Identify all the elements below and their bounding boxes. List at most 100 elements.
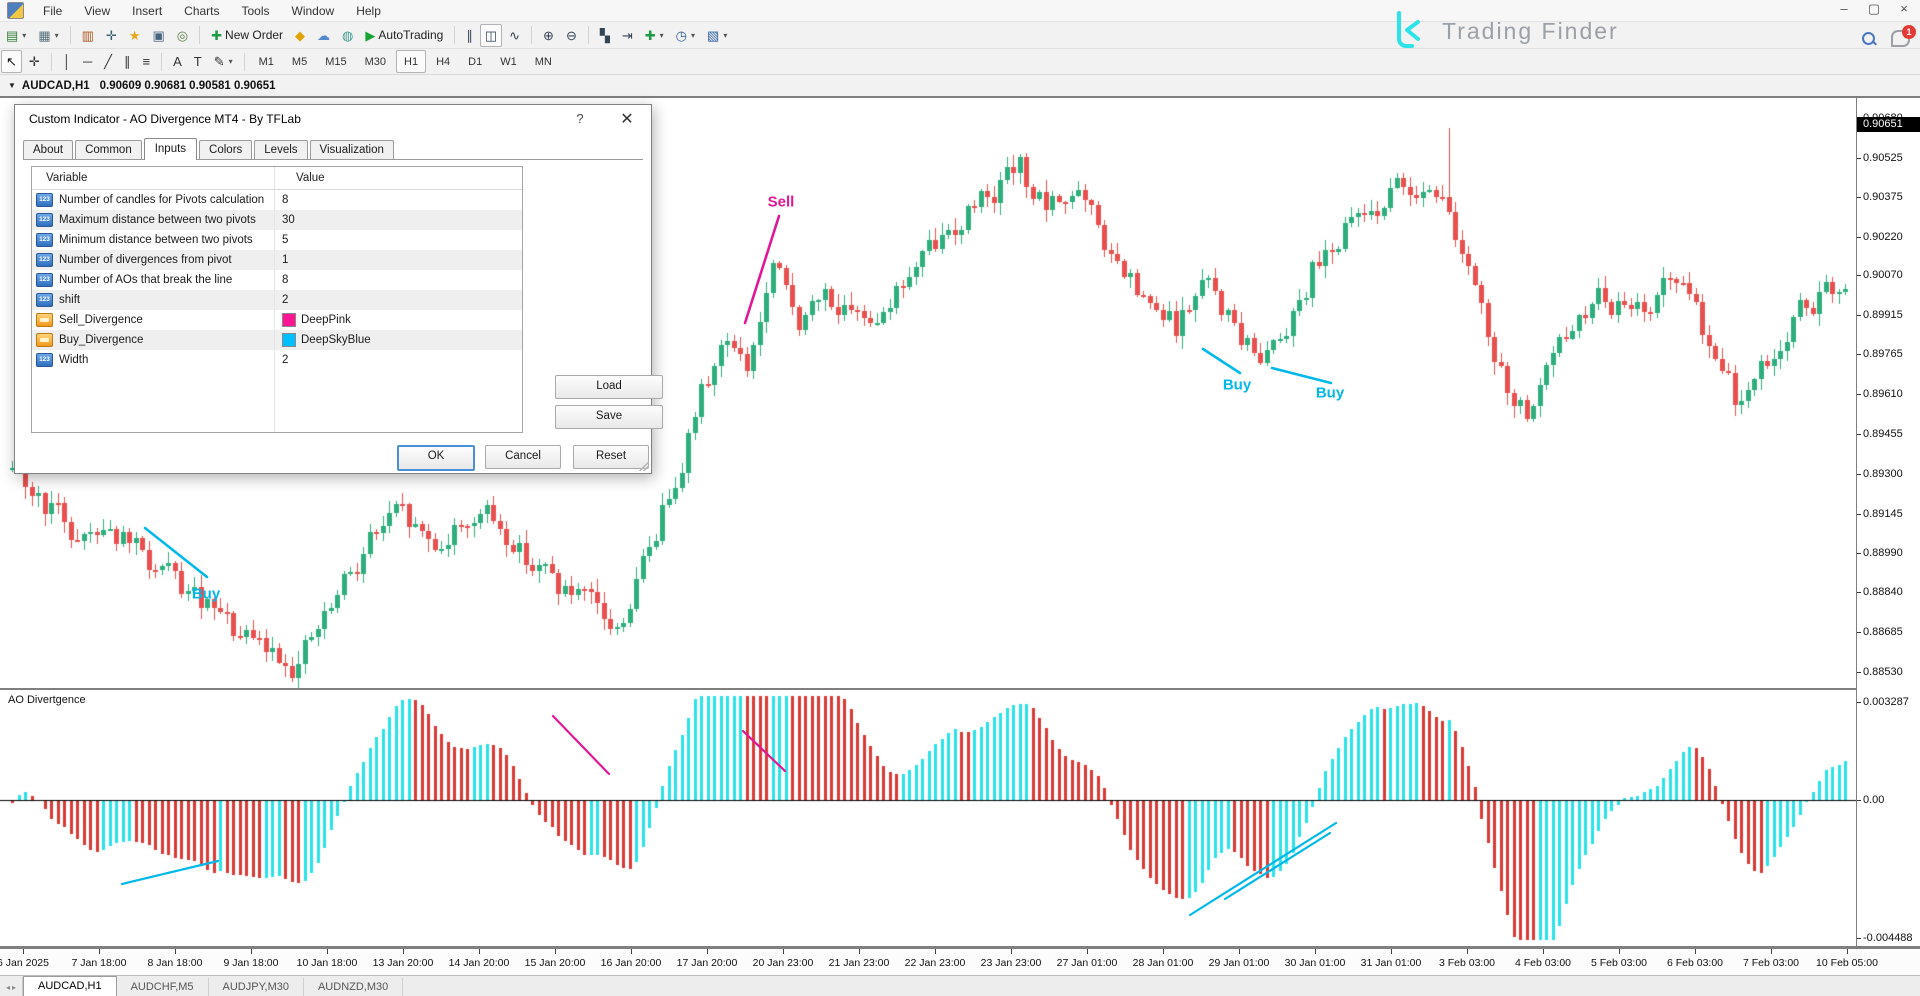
chart-shift-button[interactable]: ⇥	[617, 24, 638, 47]
minimize-button[interactable]: –	[1840, 1, 1848, 16]
timeframe-m30[interactable]: M30	[364, 55, 386, 68]
mql5-community-button[interactable]: ☁	[312, 24, 335, 47]
dropdown-caret-icon[interactable]: ▾	[691, 30, 696, 40]
candlestick-chart-button[interactable]: ◫	[479, 23, 503, 47]
navigator-button[interactable]: ★	[124, 24, 146, 47]
market-watch-button[interactable]: ▥	[77, 24, 99, 47]
dialog-tab-common[interactable]: Common	[75, 140, 142, 159]
variable-value[interactable]: 2	[282, 354, 289, 366]
reset-button[interactable]: Reset	[573, 445, 649, 469]
dialog-tab-colors[interactable]: Colors	[199, 140, 253, 159]
terminal-button[interactable]: ▣	[147, 24, 169, 47]
crosshair-button[interactable]: ✛	[24, 50, 45, 73]
variable-value[interactable]: 30	[282, 214, 295, 226]
fibonacci-button[interactable]: ≡	[137, 50, 155, 73]
autotrading-button[interactable]: ▶ AutoTrading	[360, 24, 448, 47]
variable-value[interactable]: 1	[282, 254, 289, 266]
chat-icon[interactable]: 1	[1891, 25, 1916, 47]
ok-button[interactable]: OK	[397, 445, 475, 471]
pane-separator[interactable]	[0, 688, 1920, 690]
zoom-in-button[interactable]: ⊕	[538, 24, 559, 47]
periods-button[interactable]: ◷ ▾	[671, 24, 700, 47]
table-row[interactable]: 123 Number of candles for Pivots calculat…	[32, 190, 522, 210]
table-row[interactable]: Buy_Divergence DeepSkyBlue	[32, 330, 522, 350]
variable-value[interactable]: 8	[282, 194, 289, 206]
tile-windows-button[interactable]: ▚	[595, 24, 615, 47]
data-window-button[interactable]: ✛	[101, 24, 122, 47]
timeframe-mn[interactable]: MN	[534, 55, 552, 68]
dialog-tab-levels[interactable]: Levels	[254, 140, 308, 159]
templates-button[interactable]: ▧ ▾	[702, 24, 732, 47]
dialog-tab-about[interactable]: About	[23, 140, 74, 159]
dialog-tab-inputs[interactable]: Inputs	[143, 138, 198, 160]
horizontal-line-button[interactable]: ─	[78, 50, 97, 73]
menu-window[interactable]: Window	[291, 3, 335, 18]
save-button[interactable]: Save	[555, 405, 663, 429]
dropdown-caret-icon[interactable]: ▾	[659, 30, 664, 40]
table-row[interactable]: 123 Width 2	[32, 350, 522, 370]
table-row[interactable]: 123 Maximum distance between two pivots 30	[32, 210, 522, 230]
menu-tools[interactable]: Tools	[241, 3, 270, 18]
equidistant-channel-button[interactable]: ∥	[119, 50, 136, 73]
text-button[interactable]: A	[168, 50, 187, 73]
chart-tab-audchf-m5[interactable]: AUDCHF,M5	[117, 978, 209, 996]
timeframe-m5[interactable]: M5	[291, 55, 308, 68]
menu-insert[interactable]: Insert	[132, 3, 163, 18]
profiles-button[interactable]: ▦ ▾	[33, 24, 63, 47]
arrows-button[interactable]: ✎ ▾	[209, 50, 238, 73]
new-order-button[interactable]: ✚ New Order	[206, 24, 288, 47]
strategy-tester-button[interactable]: ◎	[172, 24, 193, 47]
metaeditor-button[interactable]: ◆	[290, 24, 310, 47]
dialog-close-icon[interactable]: ✕	[620, 111, 634, 128]
chart-tab-audcad-h1[interactable]: AUDCAD,H1	[23, 976, 117, 996]
timeframe-h4[interactable]: H4	[436, 55, 451, 68]
menu-charts[interactable]: Charts	[184, 3, 220, 18]
variable-value[interactable]: 8	[282, 274, 289, 286]
dropdown-caret-icon[interactable]: ▾	[228, 57, 233, 66]
ao-indicator-pane[interactable]	[0, 690, 1856, 946]
dropdown-caret-icon[interactable]: ▾	[723, 30, 728, 40]
close-button[interactable]: ×	[1900, 1, 1908, 16]
menu-help[interactable]: Help	[356, 3, 381, 18]
line-chart-button[interactable]: ∿	[504, 24, 525, 47]
bar-chart-button[interactable]: ∥	[461, 24, 478, 47]
symbol-dropdown-icon[interactable]: ▼	[8, 81, 16, 90]
trendline-button[interactable]: ╱	[99, 50, 117, 73]
dialog-help-button[interactable]: ?	[576, 111, 584, 126]
table-row[interactable]: Sell_Divergence DeepPink	[32, 310, 522, 330]
timeframe-m1[interactable]: M1	[258, 55, 274, 68]
dialog-resize-grip[interactable]	[639, 461, 649, 471]
timeframe-d1[interactable]: D1	[468, 55, 483, 68]
table-row[interactable]: 123 Minimum distance between two pivots 5	[32, 230, 522, 250]
zoom-out-button[interactable]: ⊖	[561, 24, 582, 47]
price-axis[interactable]: 0.906800.905250.903750.902200.900700.899…	[1856, 98, 1920, 946]
timeframe-w1[interactable]: W1	[500, 55, 517, 68]
menu-view[interactable]: View	[84, 3, 111, 18]
menu-file[interactable]: File	[43, 3, 63, 18]
new-chart-button[interactable]: ▤ ▾	[1, 24, 31, 47]
variable-value[interactable]: DeepSkyBlue	[301, 334, 371, 346]
restore-button[interactable]: ▢	[1867, 1, 1881, 16]
ao-histogram-canvas[interactable]	[0, 690, 1856, 946]
timeframe-m15[interactable]: M15	[325, 55, 347, 68]
time-axis[interactable]: 6 Jan 2025 7 Jan 18:00 8 Jan 18:00 9 Jan 18…	[0, 948, 1920, 975]
table-row[interactable]: 123 shift 2	[32, 290, 522, 310]
tab-scroll-buttons[interactable]: ◂ ▸	[0, 977, 23, 996]
cursor-button[interactable]: ↖	[1, 50, 22, 73]
cancel-button[interactable]: Cancel	[485, 445, 561, 469]
load-button[interactable]: Load	[555, 375, 663, 399]
table-row[interactable]: 123 Number of AOs that break the line 8	[32, 270, 522, 290]
text-label-button[interactable]: T	[189, 50, 207, 73]
indicators-button[interactable]: ✚ ▾	[640, 24, 669, 47]
variable-value[interactable]: DeepPink	[301, 314, 351, 326]
vertical-line-button[interactable]: │	[58, 50, 76, 73]
market-button[interactable]: ◍	[337, 24, 358, 47]
chart-tab-audjpy-m30[interactable]: AUDJPY,M30	[209, 978, 304, 996]
variable-value[interactable]: 5	[282, 234, 289, 246]
dropdown-caret-icon[interactable]: ▾	[22, 30, 27, 40]
timeframe-h1[interactable]: H1	[396, 50, 427, 73]
variable-value[interactable]: 2	[282, 294, 289, 306]
chart-tab-audnzd-m30[interactable]: AUDNZD,M30	[304, 978, 404, 996]
table-row[interactable]: 123 Number of divergences from pivot 1	[32, 250, 522, 270]
dialog-tab-visualization[interactable]: Visualization	[309, 140, 394, 159]
